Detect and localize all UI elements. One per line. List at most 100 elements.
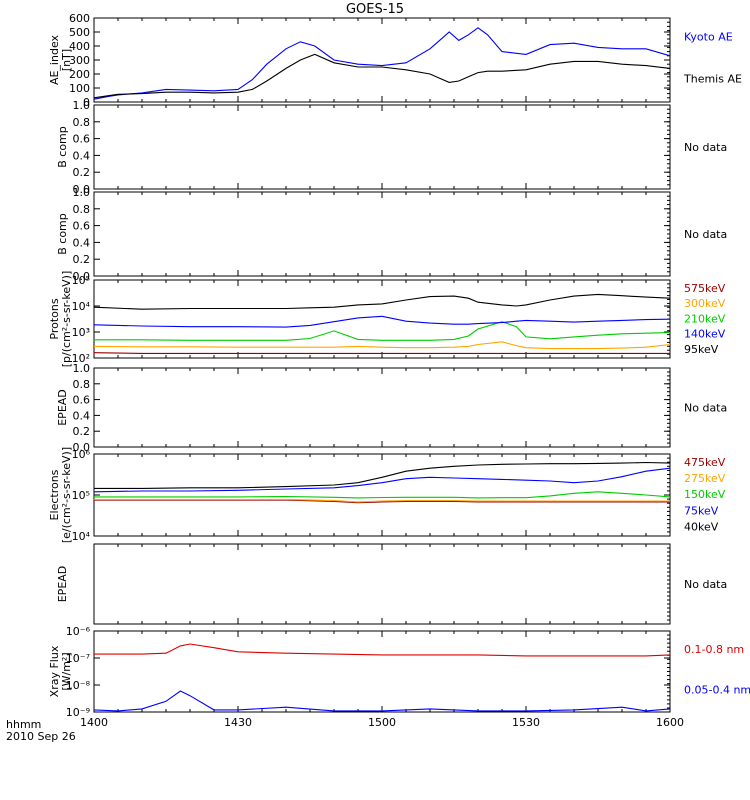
- y-tick-label: 10⁴: [72, 300, 91, 313]
- y-tick-label: 10⁴: [72, 530, 91, 543]
- panel-3: 0.0 0.2 0.4 0.6 0.8 1.0 B comp No data: [56, 186, 727, 283]
- y-tick-label: 0.6: [73, 220, 91, 233]
- legend-entry: 140keV: [684, 328, 726, 341]
- legend-entry: 0.1-0.8 nm: [684, 643, 744, 656]
- y-tick-label: 200: [69, 68, 90, 81]
- series-line-210kev: [94, 321, 671, 341]
- y-tick-label: 1.0: [73, 99, 91, 112]
- y-axis-label: [W/m²]: [60, 652, 73, 690]
- date-label: 2010 Sep 26: [6, 730, 76, 743]
- series-line-475kev: [94, 499, 670, 504]
- y-axis-label: [p/(cm²-s-sr-keV)]: [60, 271, 73, 368]
- y-axis-label: [e/(cm²-s-sr-keV)]: [60, 447, 73, 543]
- legend-entry: 0.05-0.4 nm: [684, 683, 750, 696]
- y-tick-label: 0.0: [73, 183, 91, 196]
- y-tick-label: 10³: [72, 326, 90, 339]
- x-tick-label: 1400: [80, 716, 108, 729]
- y-tick-label: 10⁻⁸: [66, 679, 91, 692]
- y-tick-label: 0.4: [73, 149, 91, 162]
- y-axis-label: B comp: [56, 126, 69, 168]
- y-tick-label: 10⁻⁷: [66, 652, 90, 665]
- legend-entry: 300keV: [684, 297, 726, 310]
- plot-frame: [93, 367, 671, 448]
- no-data-label: No data: [684, 578, 727, 591]
- legend-entry: 150keV: [684, 488, 726, 501]
- time-format-label: hhmm: [6, 718, 41, 731]
- y-tick-label: 10⁻⁹: [66, 706, 90, 719]
- y-tick-label: 10²: [72, 352, 90, 365]
- y-tick-label: 0: [83, 96, 90, 109]
- y-tick-label: 0.4: [73, 409, 91, 422]
- y-tick-label: 1.0: [73, 362, 91, 375]
- plot-frame: [93, 104, 671, 190]
- series-line-300kev: [93, 341, 671, 350]
- plot-frame: [93, 543, 671, 625]
- y-tick-label: 0.8: [73, 378, 91, 391]
- y-tick-label: 0.2: [73, 166, 91, 179]
- series-line-kyoto-ae: [93, 27, 671, 100]
- series-line-140kev: [93, 315, 671, 328]
- legend-entry: Kyoto AE: [684, 30, 733, 43]
- x-tick-label: 1500: [368, 716, 396, 729]
- legend-entry: 210keV: [684, 312, 726, 325]
- x-tick-label: 1530: [512, 716, 540, 729]
- no-data-label: No data: [684, 402, 727, 415]
- no-data-label: No data: [684, 141, 727, 154]
- x-tick-label: 1600: [656, 716, 684, 729]
- panel-5: 0.0 0.2 0.4 0.6 0.8 1.0 EPEAD No data: [56, 362, 727, 454]
- y-tick-label: 100: [69, 82, 90, 95]
- legend-entry: 275keV: [684, 472, 726, 485]
- y-tick-label: 500: [69, 26, 90, 39]
- no-data-label: No data: [684, 228, 727, 241]
- legend-entry: 75keV: [684, 504, 719, 517]
- y-tick-label: 10⁻⁶: [66, 625, 91, 638]
- y-tick-label: 300: [69, 54, 90, 67]
- series-line-150kev: [94, 491, 671, 499]
- y-tick-label: 1.0: [73, 186, 91, 199]
- y-tick-label: 10⁶: [72, 448, 91, 461]
- y-axis-label: EPEAD: [56, 389, 69, 426]
- series-line-95kev: [93, 293, 671, 310]
- y-tick-label: 0.2: [73, 253, 91, 266]
- y-tick-label: 600: [69, 12, 90, 25]
- plot-frame: [93, 630, 671, 713]
- y-axis-label: EPEAD: [56, 566, 69, 603]
- legend-entry: 95keV: [684, 343, 719, 356]
- y-tick-label: 0.8: [73, 203, 91, 216]
- legend-entry: 475keV: [684, 456, 726, 469]
- panel-6: 10⁴ 10⁵ 10⁶ Electrons [e/(cm²-s-sr-keV)] 475k…: [48, 447, 726, 543]
- panel-7: EPEAD No data: [56, 543, 727, 625]
- series-line-0-1-0-8-nm: [94, 643, 671, 657]
- series-line-40kev: [94, 461, 671, 489]
- legend-entry: 575keV: [684, 282, 726, 295]
- series-line-75kev: [93, 467, 671, 493]
- y-tick-label: 0.0: [73, 441, 91, 454]
- y-tick-label: 10⁵: [72, 489, 90, 502]
- series-line-275kev: [94, 498, 670, 503]
- y-tick-label: 0.8: [73, 116, 91, 129]
- y-tick-label: 0.6: [73, 394, 91, 407]
- y-axis-label: Electrons: [48, 469, 61, 520]
- plot-frame: [93, 191, 671, 277]
- legend-entry: 40keV: [684, 520, 719, 533]
- series-line-themis-ae: [93, 53, 671, 99]
- figure-title: GOES-15: [346, 2, 404, 17]
- panel-2: 0.0 0.2 0.4 0.6 0.8 1.0 B comp No data: [56, 99, 727, 196]
- y-tick-label: 0.2: [73, 425, 91, 438]
- y-axis-label: Protons: [48, 298, 61, 339]
- y-tick-label: 10⁵: [72, 274, 90, 287]
- y-axis-label: [nT]: [60, 49, 73, 71]
- y-tick-label: 400: [69, 40, 90, 53]
- y-axis-label: B comp: [56, 213, 69, 255]
- y-tick-label: 0.6: [73, 133, 91, 146]
- x-tick-label: 1430: [224, 716, 252, 729]
- plot-frame: [93, 453, 671, 537]
- y-tick-label: 0.0: [73, 270, 91, 283]
- panel-4: 10² 10³ 10⁴ 10⁵ Protons [p/(cm²-s-sr-keV)] 575…: [48, 271, 726, 368]
- y-axis-label: AE_index: [48, 34, 61, 85]
- panel-8: 10⁻⁹ 10⁻⁸ 10⁻⁷ 10⁻⁶ Xray Flux [W/m²] 0.1-0.8 n…: [48, 625, 750, 719]
- series-line-0-05-0-4-nm: [93, 690, 671, 712]
